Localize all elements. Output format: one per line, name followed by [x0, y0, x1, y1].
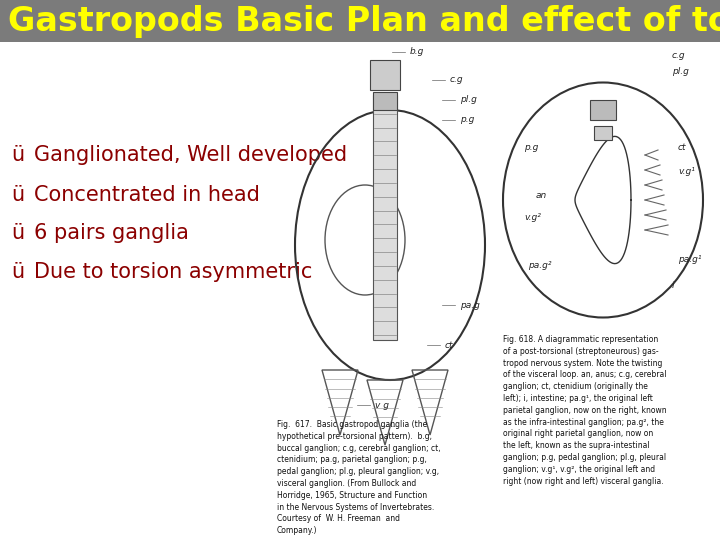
Text: Due to torsion asymmetric: Due to torsion asymmetric: [34, 262, 312, 282]
Bar: [373, 95, 397, 340]
Text: Fig. 618. A diagrammatic representation
of a post-torsional (streptoneurous) gas: Fig. 618. A diagrammatic representation …: [503, 335, 667, 485]
Text: pa.g²: pa.g²: [528, 260, 552, 269]
Text: 6 pairs ganglia: 6 pairs ganglia: [34, 223, 189, 243]
Text: pl.g: pl.g: [460, 96, 477, 105]
Text: Concentrated in head: Concentrated in head: [34, 185, 260, 205]
Bar: [370, 60, 400, 90]
Text: pl.g: pl.g: [672, 68, 689, 77]
Text: p.g: p.g: [460, 116, 474, 125]
Text: ü: ü: [12, 262, 24, 282]
Text: Ganglionated, Well developed: Ganglionated, Well developed: [34, 145, 347, 165]
Text: c.g: c.g: [450, 76, 464, 84]
Text: ü: ü: [12, 223, 24, 243]
Text: Gastropods Basic Plan and effect of torsion: Gastropods Basic Plan and effect of tors…: [8, 4, 720, 37]
Bar: [0, 0, 720, 42]
Text: ü: ü: [12, 185, 24, 205]
Text: c.g: c.g: [672, 51, 685, 59]
Text: ct: ct: [445, 341, 454, 349]
Text: v.g²: v.g²: [524, 213, 541, 222]
Text: ct: ct: [678, 144, 686, 152]
Text: ü: ü: [12, 145, 24, 165]
Text: v g: v g: [375, 401, 389, 409]
Bar: [594, 126, 612, 140]
Text: Fig.  617.  Basic gastropod ganglia (the
hypothetical pre-torsional pattern).  b: Fig. 617. Basic gastropod ganglia (the h…: [277, 420, 441, 535]
Text: v.g¹: v.g¹: [678, 167, 695, 177]
Text: an: an: [536, 191, 547, 199]
Text: pa.g¹: pa.g¹: [678, 255, 701, 265]
Text: p.g: p.g: [524, 144, 539, 152]
Text: pa.g: pa.g: [460, 300, 480, 309]
Bar: [590, 100, 616, 120]
Text: b.g: b.g: [410, 48, 424, 57]
Bar: [373, 92, 397, 110]
Text: i: i: [672, 280, 675, 289]
